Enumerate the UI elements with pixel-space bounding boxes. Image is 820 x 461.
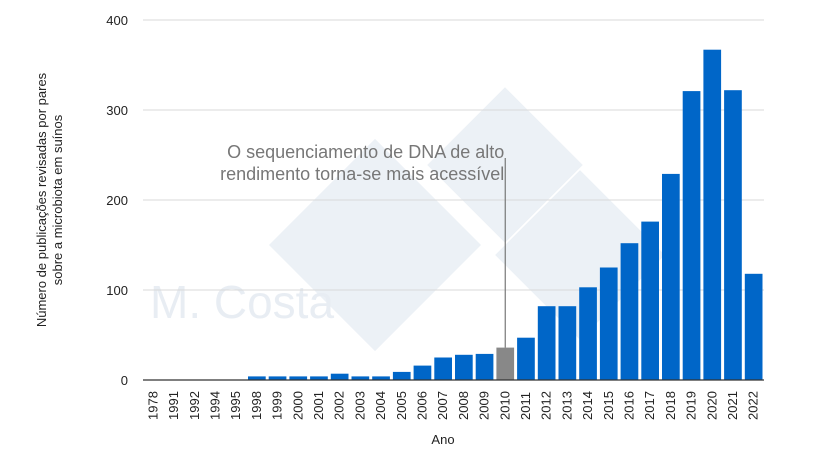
- bar-1999: [268, 376, 287, 380]
- y-tick-label: 300: [106, 103, 128, 118]
- x-tick-label: 2004: [373, 391, 388, 420]
- bar-2022: [744, 273, 763, 380]
- x-tick-label: 2017: [642, 391, 657, 420]
- bar-2019: [682, 91, 701, 380]
- x-tick-label: 1998: [249, 391, 264, 420]
- bar-2001: [310, 376, 328, 380]
- y-axis-label-line1: Número de publicações revisadas por pare…: [34, 72, 49, 327]
- x-tick-label: 1992: [187, 391, 202, 420]
- y-tick-label: 100: [106, 283, 128, 298]
- bar-2010: [496, 347, 515, 380]
- x-tick-label: 2005: [394, 391, 409, 420]
- x-tick-label: 2011: [518, 392, 533, 420]
- bar-2003: [351, 376, 370, 380]
- x-axis-label: Ano: [431, 432, 454, 447]
- bar-2012: [537, 306, 556, 380]
- x-tick-label: 2021: [725, 391, 740, 420]
- bar-2005: [392, 371, 411, 380]
- bar-2014: [579, 287, 597, 380]
- bar-2017: [641, 221, 659, 380]
- x-tick-label: 2000: [290, 391, 305, 420]
- x-tick-label: 2012: [539, 391, 554, 420]
- x-tick-label: 1995: [228, 391, 243, 420]
- x-tick-label: 2018: [663, 391, 678, 420]
- bar-2009: [475, 353, 494, 380]
- bar-2008: [455, 354, 473, 380]
- x-tick-label: 2010: [497, 391, 512, 420]
- x-tick-label: 2002: [332, 391, 347, 420]
- x-tick-label: 2014: [580, 391, 595, 420]
- bar-2004: [372, 376, 390, 380]
- bar-2002: [330, 373, 349, 380]
- x-tick-label: 1991: [166, 391, 181, 420]
- bar-2020: [703, 49, 722, 380]
- x-tick-label: 1994: [207, 391, 222, 420]
- y-axis-label-line2: sobre a microbiota em suínos: [50, 114, 65, 285]
- bar-1998: [248, 376, 266, 380]
- x-tick-label: 2013: [559, 391, 574, 420]
- x-tick-label: 2001: [311, 391, 326, 420]
- bar-2016: [620, 243, 639, 380]
- x-tick-label: 2020: [704, 391, 719, 420]
- y-tick-label: 200: [106, 193, 128, 208]
- annotation-text: O sequenciamento de DNA de alto: [227, 142, 504, 162]
- bar-2000: [289, 376, 308, 380]
- y-tick-label: 400: [106, 13, 128, 28]
- x-tick-label: 2015: [601, 391, 616, 420]
- bar-2006: [413, 365, 432, 380]
- x-tick-label: 1999: [270, 391, 285, 420]
- x-tick-label: 2009: [477, 391, 492, 420]
- x-tick-label: 2008: [456, 391, 471, 420]
- x-tick-label: 2022: [746, 391, 761, 420]
- bar-2018: [662, 173, 680, 380]
- x-tick-label: 2019: [684, 391, 699, 420]
- x-tick-label: 2006: [414, 391, 429, 420]
- x-tick-label: 2003: [352, 391, 367, 420]
- bar-2007: [434, 357, 452, 380]
- x-tick-label: 2016: [621, 391, 636, 420]
- x-tick-label: 2007: [435, 391, 450, 420]
- y-tick-label: 0: [121, 373, 128, 388]
- watermark-text: M. Costa: [150, 276, 334, 328]
- annotation-text: rendimento torna-se mais acessível: [220, 164, 504, 184]
- bar-2013: [558, 306, 577, 380]
- bar-2021: [724, 90, 742, 380]
- x-tick-label: 1978: [145, 391, 160, 420]
- bar-2011: [517, 337, 535, 380]
- bar-2015: [599, 267, 618, 380]
- watermark: M. Costa: [150, 87, 665, 352]
